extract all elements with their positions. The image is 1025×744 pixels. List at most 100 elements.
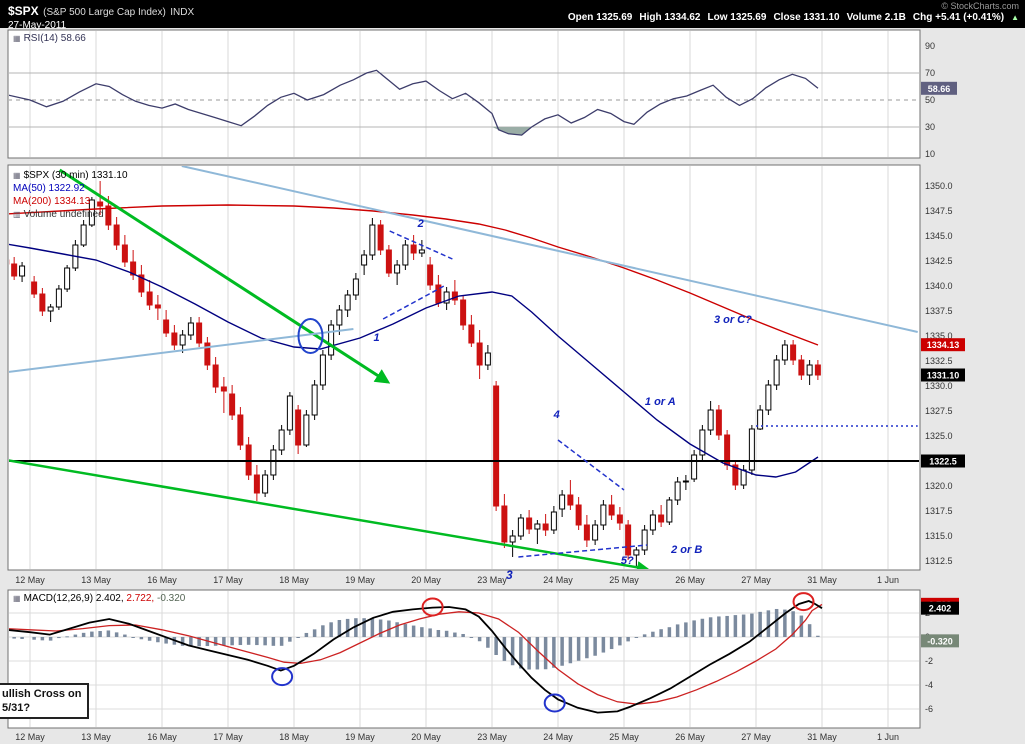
price-series-label: ▦ $SPX (30 min) 1331.10 (13, 170, 128, 181)
annotation-note: ullish Cross on 5/31? (0, 683, 90, 719)
svg-text:19 May: 19 May (345, 732, 375, 742)
ma200-label: MA(200) 1334.13 (13, 196, 91, 207)
svg-text:26 May: 26 May (675, 575, 705, 585)
svg-text:1350.0: 1350.0 (925, 181, 953, 191)
indicator-icon: ▦ (13, 34, 21, 43)
exchange: INDX (170, 7, 195, 18)
svg-text:1345.0: 1345.0 (925, 231, 953, 241)
svg-text:27 May: 27 May (741, 575, 771, 585)
svg-text:26 May: 26 May (675, 732, 705, 742)
svg-text:4: 4 (553, 409, 560, 421)
quote-volume: Volume 2.1B (846, 12, 906, 23)
quote-row: Open 1325.69 High 1334.62 Low 1325.69 Close… (568, 12, 1019, 23)
quote-block: © StockCharts.com Open 1325.69 High 1334.… (568, 1, 1019, 23)
symbol-block: $SPX (S&P 500 Large Cap Index) INDX 27-M… (8, 2, 194, 31)
svg-text:1317.5: 1317.5 (925, 506, 953, 516)
wave-label-3: 3 (506, 568, 513, 582)
svg-text:1320.0: 1320.0 (925, 481, 953, 491)
svg-text:18 May: 18 May (279, 575, 309, 585)
quote-high: High 1334.62 (639, 12, 701, 23)
quote-open: Open 1325.69 (567, 12, 633, 23)
svg-text:1334.13: 1334.13 (927, 340, 960, 350)
quote-low: Low 1325.69 (707, 12, 767, 23)
svg-text:1337.5: 1337.5 (925, 306, 953, 316)
svg-text:16 May: 16 May (147, 575, 177, 585)
volume-label: ▥ Volume undefined (13, 209, 104, 220)
svg-text:-4: -4 (925, 680, 933, 690)
svg-text:1312.5: 1312.5 (925, 556, 953, 566)
svg-text:30: 30 (925, 122, 935, 132)
svg-text:1332.5: 1332.5 (925, 356, 953, 366)
svg-text:20 May: 20 May (411, 575, 441, 585)
rsi-label-text: RSI(14) 58.66 (23, 33, 86, 44)
svg-text:1 or A: 1 or A (645, 396, 676, 408)
macd-indicator-label: ▦ MACD(12,26,9) 2.402, 2.722, -0.320 (13, 593, 185, 604)
svg-text:5?: 5? (621, 555, 634, 567)
svg-text:1335.0: 1335.0 (925, 331, 953, 341)
svg-text:13 May: 13 May (81, 575, 111, 585)
svg-text:1325.0: 1325.0 (925, 431, 953, 441)
copyright: © StockCharts.com (941, 1, 1019, 11)
svg-text:1 Jun: 1 Jun (877, 732, 899, 742)
svg-text:1315.0: 1315.0 (925, 531, 953, 541)
histogram-value: -0.320 (157, 593, 186, 604)
svg-text:-0.320: -0.320 (927, 636, 953, 646)
svg-text:2.402: 2.402 (929, 604, 952, 614)
svg-text:20 May: 20 May (411, 732, 441, 742)
svg-text:90: 90 (925, 41, 935, 51)
svg-text:17 May: 17 May (213, 575, 243, 585)
svg-text:16 May: 16 May (147, 732, 177, 742)
svg-text:23 May: 23 May (477, 575, 507, 585)
main-panel-legend: ▦ $SPX (30 min) 1331.10 MA(50) 1322.92 MA… (13, 169, 128, 221)
svg-text:25 May: 25 May (609, 732, 639, 742)
svg-text:27 May: 27 May (741, 732, 771, 742)
svg-text:50: 50 (925, 95, 935, 105)
svg-text:1347.5: 1347.5 (925, 206, 953, 216)
quote-change: Chg +5.41 (+0.41%) (912, 12, 1005, 23)
svg-text:1327.5: 1327.5 (925, 406, 953, 416)
svg-text:1342.5: 1342.5 (925, 256, 953, 266)
symbol-name: (S&P 500 Large Cap Index) (43, 7, 166, 18)
svg-text:10: 10 (925, 149, 935, 159)
chart-date: 27-May-2011 (8, 20, 67, 31)
signal-value: 2.722, (126, 593, 155, 604)
svg-text:-2: -2 (925, 656, 933, 666)
svg-text:2 or B: 2 or B (670, 544, 702, 556)
svg-text:12 May: 12 May (15, 732, 45, 742)
annotation-note-line1: ullish Cross on (2, 688, 82, 700)
svg-text:12 May: 12 May (15, 575, 45, 585)
macd-name: MACD(12,26,9) (23, 593, 94, 604)
chart-header: $SPX (S&P 500 Large Cap Index) INDX 27-M… (0, 0, 1025, 31)
svg-text:18 May: 18 May (279, 732, 309, 742)
svg-text:58.66: 58.66 (928, 84, 951, 94)
ma50-label: MA(50) 1322.92 (13, 183, 85, 194)
svg-text:24 May: 24 May (543, 732, 573, 742)
svg-text:1331.10: 1331.10 (927, 371, 960, 381)
svg-text:1322.5: 1322.5 (929, 457, 957, 467)
svg-text:17 May: 17 May (213, 732, 243, 742)
svg-text:24 May: 24 May (543, 575, 573, 585)
macd-value: 2.402, (95, 593, 124, 604)
svg-text:19 May: 19 May (345, 575, 375, 585)
annotation-note-line2: 5/31? (2, 702, 31, 714)
svg-text:2: 2 (417, 218, 424, 230)
symbol: $SPX (8, 4, 39, 18)
svg-text:1330.0: 1330.0 (925, 381, 953, 391)
indicator-icon: ▦ (13, 594, 21, 603)
svg-text:1 Jun: 1 Jun (877, 575, 899, 585)
svg-text:70: 70 (925, 68, 935, 78)
svg-text:1340.0: 1340.0 (925, 281, 953, 291)
volume-icon: ▥ (13, 210, 21, 219)
rsi-indicator-label: ▦ RSI(14) 58.66 (13, 33, 86, 44)
svg-text:-6: -6 (925, 704, 933, 714)
chg-up-icon: ▲ (1011, 13, 1019, 22)
svg-text:13 May: 13 May (81, 732, 111, 742)
svg-text:25 May: 25 May (609, 575, 639, 585)
svg-text:3 or C?: 3 or C? (714, 314, 752, 326)
chart-icon: ▦ (13, 171, 21, 180)
svg-text:31 May: 31 May (807, 732, 837, 742)
svg-text:23 May: 23 May (477, 732, 507, 742)
svg-text:1: 1 (373, 332, 379, 344)
